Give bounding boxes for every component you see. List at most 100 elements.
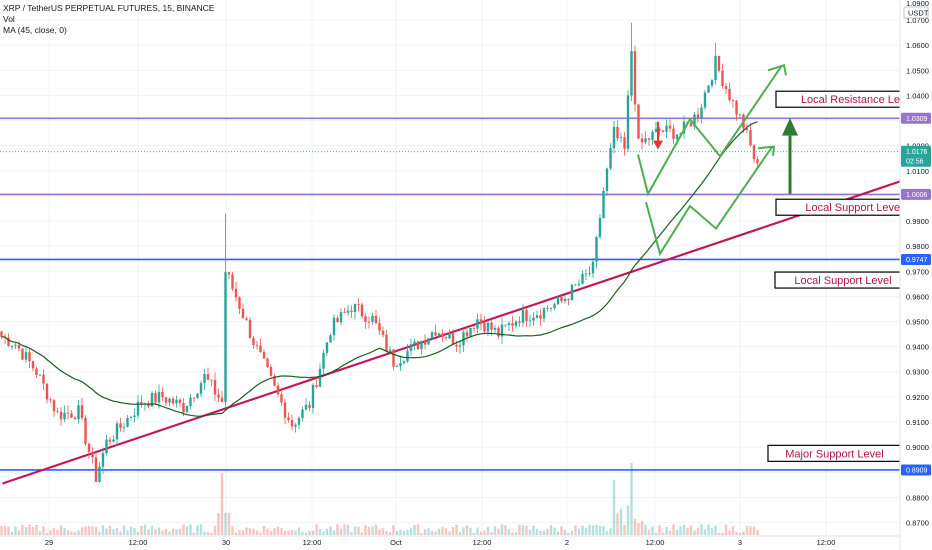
- volume-bar: [486, 526, 490, 535]
- time-tick-label: 12:00: [646, 538, 665, 547]
- volume-bar: [10, 532, 14, 535]
- annotation-label[interactable]: Local Resistance Level: [801, 94, 914, 106]
- current-price-label[interactable]: 1.0176: [906, 149, 928, 156]
- annotation-box[interactable]: [775, 90, 932, 108]
- bullish-scenario-arrowhead[interactable]: [767, 64, 787, 76]
- volume-bar: [640, 521, 644, 535]
- price-tag-label[interactable]: 0.8909: [906, 467, 928, 474]
- ascending-trendline[interactable]: [2, 166, 932, 485]
- candle-body: [458, 345, 462, 347]
- volume-bar: [598, 525, 602, 535]
- candle-body: [38, 374, 42, 376]
- volume-bar: [644, 524, 647, 535]
- volume-bar: [497, 528, 500, 535]
- candle-body: [416, 341, 420, 350]
- candle-body: [574, 284, 577, 286]
- scenario-arrows[interactable]: [637, 64, 798, 257]
- candle-body: [353, 304, 357, 313]
- price-tick-label: 0.9400: [906, 343, 929, 352]
- volume-bar: [623, 524, 626, 535]
- currency-label[interactable]: USDT: [908, 9, 929, 18]
- volume-bar: [73, 531, 77, 535]
- volume-bar: [38, 531, 42, 535]
- candle-body: [329, 335, 332, 343]
- annotation-label[interactable]: Local Support Level: [805, 202, 902, 214]
- candle-body: [399, 362, 402, 367]
- bar-countdown-label[interactable]: 02:56: [906, 159, 924, 166]
- candle-body: [171, 398, 175, 404]
- candle-body: [70, 413, 73, 418]
- candle-body: [654, 128, 658, 132]
- volume-bar: [231, 526, 234, 535]
- volume-bar: [164, 528, 168, 535]
- volume-bar: [567, 532, 570, 535]
- volume-bar: [262, 526, 266, 535]
- bullish-scenario-path[interactable]: [637, 64, 783, 197]
- candle-body: [602, 190, 605, 219]
- level-annotations[interactable]: Local Resistance Level Local Support Leve…: [767, 90, 932, 462]
- candle-body: [521, 309, 525, 323]
- current-price-tag[interactable]: [901, 145, 931, 167]
- candle-body: [119, 423, 122, 428]
- candle-body: [273, 375, 276, 386]
- volume-bar: [528, 529, 532, 535]
- volume-bar: [157, 527, 161, 535]
- candle-body: [59, 411, 63, 420]
- volume-bar: [686, 528, 689, 535]
- volume-bar: [7, 526, 10, 535]
- volume-bar: [490, 531, 493, 535]
- price-tag[interactable]: [901, 253, 931, 265]
- volume-bar: [455, 524, 458, 535]
- price-tag[interactable]: [901, 464, 931, 476]
- candle-body: [129, 416, 133, 418]
- price-tag[interactable]: [901, 188, 931, 200]
- candle-body: [206, 374, 210, 380]
- volume-bar: [374, 524, 378, 535]
- volume-bar: [115, 527, 119, 535]
- volume-legend: Vol: [3, 14, 15, 24]
- trendline-layer[interactable]: [2, 166, 932, 485]
- volume-bar: [339, 528, 343, 535]
- candle-body: [374, 315, 378, 324]
- volume-bar: [364, 525, 367, 535]
- candle-body: [710, 80, 714, 86]
- volume-bar: [185, 526, 189, 535]
- price-tag-label[interactable]: 0.9747: [906, 257, 928, 264]
- candle-body: [609, 148, 612, 169]
- volume-bar: [105, 528, 108, 535]
- volume-bar: [63, 527, 66, 535]
- price-tag-label[interactable]: 1.0309: [906, 116, 928, 123]
- price-tick-label: 1.0100: [906, 167, 929, 176]
- volume-bar: [150, 525, 154, 535]
- currency-box[interactable]: [903, 6, 929, 19]
- price-tag-label[interactable]: 1.0006: [906, 192, 928, 199]
- volume-bars: [0, 463, 759, 535]
- volume-bar: [532, 525, 535, 535]
- annotation-box[interactable]: [775, 198, 932, 216]
- price-axis[interactable]: 0.87000.88000.89000.90000.91000.92000.93…: [899, 0, 932, 550]
- candle-body: [451, 333, 455, 345]
- candle-body: [630, 51, 633, 96]
- price-tag[interactable]: [901, 112, 931, 124]
- annotation-label[interactable]: Major Support Level: [785, 448, 883, 460]
- candle-body: [724, 86, 728, 89]
- volume-bar: [721, 532, 724, 535]
- candle-body: [644, 138, 647, 143]
- candle-body: [486, 322, 490, 332]
- horizontal-levels[interactable]: [0, 117, 900, 471]
- volume-bar: [315, 524, 318, 535]
- time-axis[interactable]: 29 12:00 30 12:00 Oct 12:00 2 12:00 3 12:00: [0, 535, 900, 547]
- volume-bar: [483, 530, 486, 535]
- candle-body: [276, 385, 280, 395]
- candle-body: [24, 352, 28, 360]
- candle-body: [56, 411, 59, 413]
- alternate-scenario-path[interactable]: [645, 146, 773, 257]
- candle-body: [388, 349, 392, 352]
- volume-bar: [308, 531, 311, 535]
- volume-bar: [651, 526, 654, 535]
- candle-body: [231, 274, 234, 289]
- alternate-scenario-arrowhead[interactable]: [757, 145, 776, 156]
- annotation-label[interactable]: Local Support Level: [794, 275, 891, 287]
- candle-body: [444, 337, 448, 339]
